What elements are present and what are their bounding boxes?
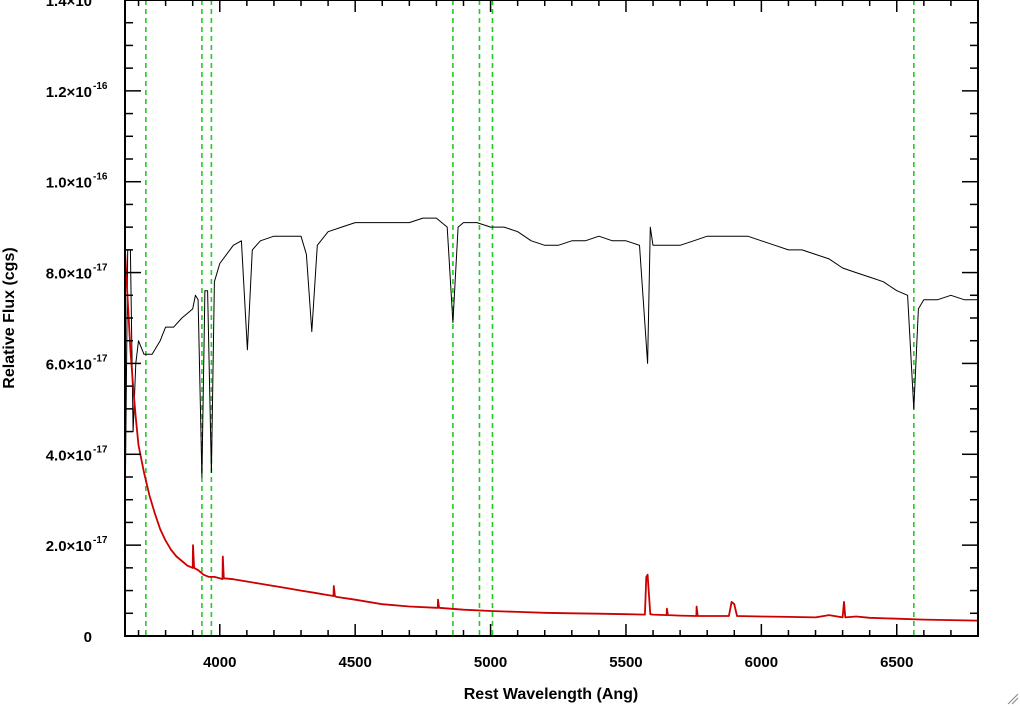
y-tick-exponent-7: -16 xyxy=(93,0,108,1)
x-tick-label-0: 4000 xyxy=(203,654,236,671)
y-tick-label-4: 8.0×10 xyxy=(46,266,92,283)
series-1-line xyxy=(124,249,979,622)
y-tick-label-0: 0 xyxy=(84,629,92,646)
y-tick-label-2: 4.0×10 xyxy=(46,447,92,464)
y-tick-label-5: 1.0×10 xyxy=(46,175,92,192)
x-axis-label: Rest Wavelength (Ang) xyxy=(464,686,639,703)
x-axis: 4000 4500 5000 5500 6000 6500 xyxy=(137,0,979,671)
y-tick-label-1: 2.0×10 xyxy=(46,538,92,555)
resize-grip-icon[interactable] xyxy=(1007,693,1019,705)
y-tick-exponent-4: -17 xyxy=(93,263,108,274)
y-tick-label-3: 6.0×10 xyxy=(46,356,92,373)
y-tick-exponent-3: -17 xyxy=(93,353,108,364)
y-tick-exponent-6: -16 xyxy=(93,81,108,92)
y-tick-label-7: 1.4×10 xyxy=(46,0,92,10)
y-tick-exponent-2: -17 xyxy=(93,444,108,455)
series-0-line xyxy=(124,217,978,523)
x-tick-label-1: 4500 xyxy=(338,654,371,671)
series-layer xyxy=(124,217,979,622)
plot-area xyxy=(125,0,978,636)
y-tick-exponent-1: -17 xyxy=(93,535,108,546)
x-tick-label-4: 6000 xyxy=(745,654,778,671)
y-axis-label: Relative Flux (cgs) xyxy=(1,247,18,388)
x-tick-label-2: 5000 xyxy=(474,654,507,671)
y-axis: 02.0×10 -174.0×10 -176.0×10 -178.0×10 -171.0… xyxy=(46,0,978,646)
y-tick-exponent-5: -16 xyxy=(93,172,108,183)
y-tick-label-6: 1.2×10 xyxy=(46,84,92,101)
x-tick-label-5: 6500 xyxy=(880,654,913,671)
x-tick-label-3: 5500 xyxy=(609,654,642,671)
